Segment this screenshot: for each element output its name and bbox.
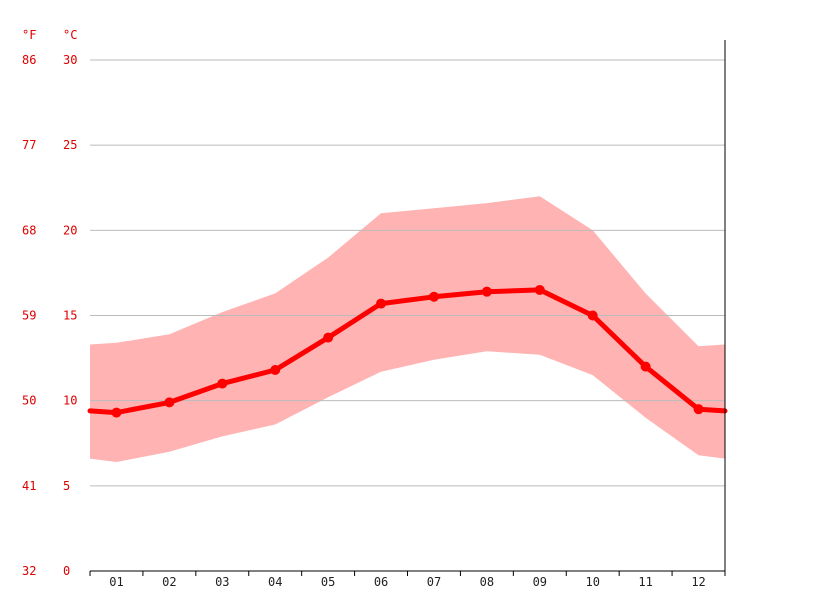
mean-temperature-point	[587, 310, 598, 321]
mean-temperature-point	[111, 407, 122, 418]
y-tick-label-f: 59	[22, 309, 36, 323]
x-tick-label: 10	[585, 575, 599, 589]
y-tick-label-c: 25	[63, 138, 77, 152]
y-tick-label-f: 77	[22, 138, 36, 152]
mean-temperature-point	[376, 298, 387, 309]
y-tick-label-c: 0	[63, 564, 70, 578]
x-tick-label: 09	[533, 575, 547, 589]
x-tick-label: 08	[480, 575, 494, 589]
y-tick-label-f: 68	[22, 223, 36, 237]
x-tick-label: 03	[215, 575, 229, 589]
y-tick-label-f: 86	[22, 53, 36, 67]
mean-temperature-point	[534, 284, 545, 295]
y-tick-label-f: 50	[22, 394, 36, 408]
mean-temperature-point	[164, 397, 175, 408]
y-tick-label-f: 32	[22, 564, 36, 578]
x-tick-label: 05	[321, 575, 335, 589]
y-tick-label-f: 41	[22, 479, 36, 493]
y-tick-label-c: 5	[63, 479, 70, 493]
x-tick-label: 01	[109, 575, 123, 589]
x-tick-label: 11	[638, 575, 652, 589]
temperature-range-band	[90, 196, 725, 463]
mean-temperature-point	[323, 332, 334, 343]
mean-temperature-line	[87, 287, 728, 416]
y-tick-label-c: 30	[63, 53, 77, 67]
y-tick-label-c: 10	[63, 394, 77, 408]
mean-temperature-point	[481, 286, 492, 297]
mean-temperature-point	[428, 291, 439, 302]
x-tick-label: 04	[268, 575, 282, 589]
x-tick-label: 02	[162, 575, 176, 589]
x-tick-label: 12	[691, 575, 705, 589]
x-tick-label: 07	[427, 575, 441, 589]
mean-temperature-point	[693, 404, 704, 415]
mean-temperature-point	[640, 361, 651, 372]
unit-label-fahrenheit: °F	[22, 28, 36, 42]
unit-label-celsius: °C	[63, 28, 77, 42]
y-tick-label-c: 15	[63, 309, 77, 323]
x-tick-label: 06	[374, 575, 388, 589]
mean-temperature-point	[270, 365, 281, 376]
mean-temperature-point	[217, 378, 228, 389]
y-tick-label-c: 20	[63, 223, 77, 237]
